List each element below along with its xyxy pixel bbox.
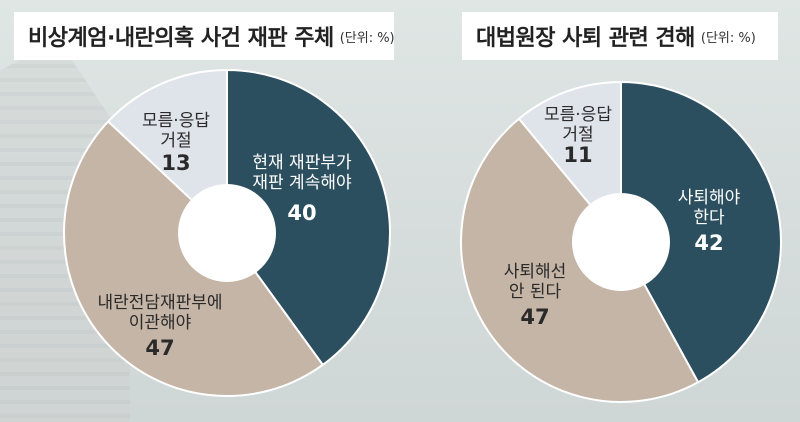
chart-2-slice-3-value: 11: [563, 143, 592, 167]
chart-2-slice-1-value: 42: [694, 231, 723, 255]
chart-1-slice-3-value: 13: [161, 151, 190, 175]
chart-1-slice-3-label-line-2: 거절: [160, 131, 191, 151]
chart-2-center-hole: [572, 193, 670, 291]
chart-1-slice-1: [226, 68, 391, 367]
chart-2-slice-1: [620, 80, 782, 384]
chart-2-unit: (단위: %): [700, 30, 756, 46]
chart-1-slice-2-label-line-2: 이관해야: [129, 313, 192, 333]
chart-1-slice-1-value: 40: [287, 201, 316, 225]
chart-1-slice-2-value: 47: [145, 336, 174, 360]
chart-2-slice-2-label-line-1: 사퇴해선: [504, 262, 567, 282]
chart-1-unit: (단위: %): [339, 30, 395, 46]
chart-2-slice-2-value: 47: [520, 305, 549, 329]
chart-2-title-box: 대법원장 사퇴 관련 견해 (단위: %): [462, 12, 778, 60]
chart-2-slice-3-label-line-1: 모름·응답: [544, 105, 612, 125]
chart-2-slice-1-label-line-2: 한다: [693, 208, 725, 228]
chart-2-title: 대법원장 사퇴 관련 견해: [476, 26, 695, 51]
chart-1-center-hole: [178, 184, 276, 282]
chart-1-slice-3-label-line-1: 모름·응답: [142, 111, 210, 131]
chart-1-slice-3: [106, 68, 228, 236]
chart-1-title: 비상계엄·내란의혹 사건 재판 주체: [28, 26, 334, 51]
chart-1-slice-2-label-line-1: 내란전담재판부에: [97, 293, 222, 313]
chart-1-slice-1-label-line-2: 재판 계속해야: [252, 173, 352, 193]
chart-1-slice-1-label-line-1: 현재 재판부가: [252, 153, 352, 173]
chart-2-slice-2-label-line-2: 안 된다: [509, 282, 562, 302]
chart-2-slice-1-label-line-1: 사퇴해야: [678, 188, 741, 208]
chart-2-slice-3-label-line-2: 거절: [562, 125, 593, 145]
chart-1-title-box: 비상계엄·내란의혹 사건 재판 주체 (단위: %): [14, 12, 395, 60]
